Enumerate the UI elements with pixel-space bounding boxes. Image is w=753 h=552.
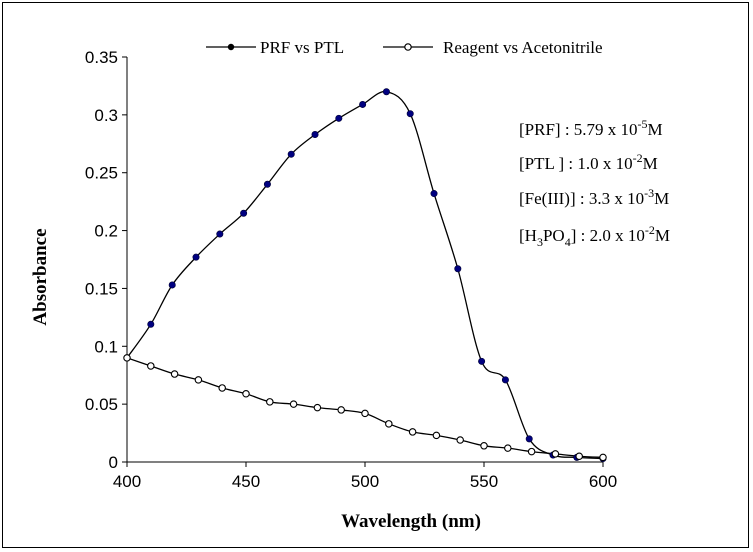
- y-tick-label: 0.05: [85, 395, 118, 414]
- data-point-reagent-1: [147, 362, 155, 370]
- axes: 0 0.05 0.1 0.15 0.2 0.25 0.3 0.35 400 450 500 550 60…: [85, 48, 617, 491]
- annotation-fe: [Fe(III)] : 3.3 x 10-3M: [519, 186, 669, 208]
- data-point-reagent-7: [289, 400, 298, 408]
- data-point-reagent-11: [385, 420, 393, 428]
- data-point-prf-14: [454, 265, 462, 273]
- data-point-prf-7: [287, 150, 295, 158]
- annotation-block: [PRF] : 5.79 x 10-5M [PTL ] : 1.0 x 10-2…: [519, 117, 670, 249]
- data-point-reagent-8: [313, 403, 322, 412]
- data-point-reagent-5: [242, 389, 250, 398]
- data-point-prf-10: [359, 100, 367, 108]
- series-curves: [126, 90, 604, 460]
- data-point-prf-8: [311, 131, 319, 139]
- data-point-prf-9: [335, 114, 343, 122]
- data-point-reagent-17: [527, 447, 536, 456]
- data-point-prf-13: [430, 190, 438, 198]
- data-point-prf-6: [263, 180, 271, 188]
- legend-label-reagent: Reagent vs Acetonitrile: [443, 38, 603, 57]
- legend-marker-reagent: [404, 43, 412, 51]
- legend-label-prf: PRF vs PTL: [260, 38, 344, 57]
- x-axis-title: Wavelength (nm): [341, 511, 481, 532]
- legend: PRF vs PTL Reagent vs Acetonitrile: [206, 38, 603, 57]
- data-point-reagent-10: [361, 409, 369, 418]
- x-tick-label: 450: [232, 472, 260, 491]
- data-point-reagent-18: [551, 450, 560, 458]
- data-point-reagent-14: [456, 436, 464, 444]
- y-axis-title: Absorbance: [30, 228, 51, 325]
- annotation-ptl: [PTL ] : 1.0 x 10-2M: [519, 151, 658, 173]
- data-point-reagent-13: [432, 431, 441, 440]
- annotation-h3po4: [H3PO4] : 2.0 x 10-2M: [519, 223, 670, 249]
- data-point-reagent-2: [170, 370, 179, 378]
- y-tick-label: 0.3: [94, 106, 118, 125]
- data-point-reagent-15: [480, 442, 488, 450]
- data-point-prf-5: [240, 209, 248, 217]
- data-point-reagent-16: [504, 444, 512, 452]
- y-tick-label: 0.15: [85, 279, 118, 298]
- legend-marker-prf: [227, 43, 235, 51]
- y-tick-label: 0.35: [85, 48, 118, 67]
- data-point-prf-12: [406, 110, 414, 118]
- x-tick-label: 550: [470, 472, 498, 491]
- series-line-0: [126, 90, 604, 460]
- data-point-prf-17: [525, 435, 533, 443]
- data-point-reagent-19: [575, 452, 583, 460]
- data-point-reagent-20: [599, 453, 607, 462]
- data-point-prf-16: [501, 376, 509, 384]
- data-point-reagent-0: [123, 354, 131, 362]
- y-tick-label: 0.25: [85, 164, 118, 183]
- data-point-reagent-6: [266, 398, 274, 406]
- data-point-prf-3: [192, 253, 200, 261]
- data-point-reagent-12: [408, 428, 417, 436]
- data-point-prf-1: [147, 320, 155, 328]
- data-point-reagent-9: [337, 406, 345, 414]
- data-point-prf-4: [216, 230, 224, 238]
- x-tick-label: 400: [113, 472, 141, 491]
- y-tick-label: 0.2: [94, 222, 118, 241]
- y-tick-label: 0: [109, 453, 118, 472]
- data-point-prf-11: [382, 88, 390, 96]
- data-point-prf-2: [168, 281, 176, 289]
- data-point-reagent-3: [194, 376, 203, 384]
- x-tick-label: 500: [351, 472, 379, 491]
- series-markers: [123, 88, 607, 463]
- y-tick-label: 0.1: [94, 337, 118, 356]
- data-point-reagent-4: [218, 384, 226, 392]
- x-tick-label: 600: [589, 472, 617, 491]
- annotation-prf: [PRF] : 5.79 x 10-5M: [519, 117, 663, 139]
- data-point-prf-15: [478, 357, 486, 365]
